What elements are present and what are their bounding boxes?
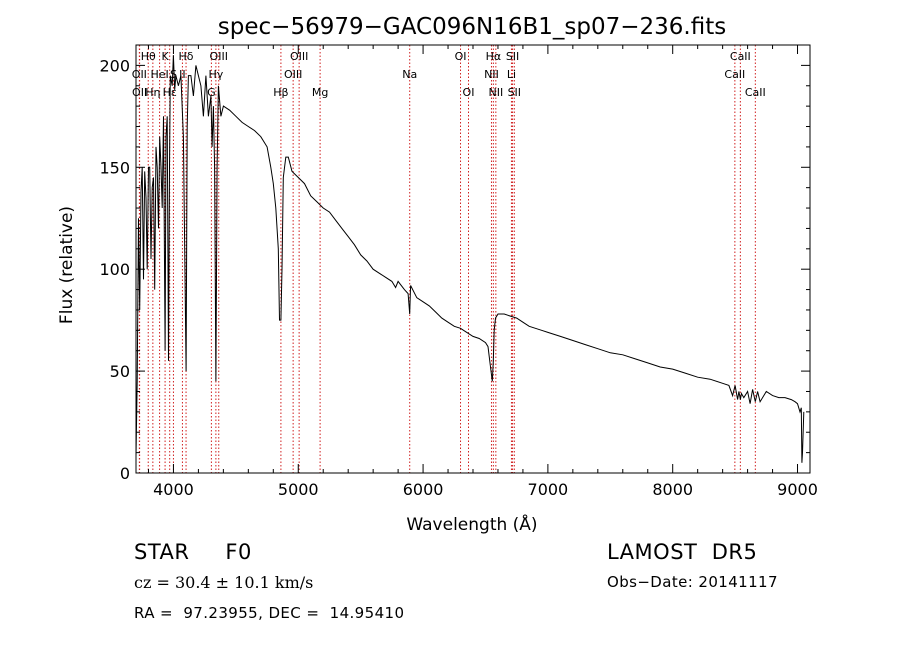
y-tick-label: 200 bbox=[99, 56, 130, 75]
x-tick-label: 9000 bbox=[777, 480, 818, 499]
y-axis-label: Flux (relative) bbox=[57, 206, 77, 324]
line-label-9: II bbox=[179, 68, 186, 81]
line-label-23: SII bbox=[506, 50, 519, 63]
y-tick-label: 50 bbox=[110, 362, 130, 381]
line-label-25: SII bbox=[508, 86, 521, 99]
line-label-0: Hθ bbox=[141, 50, 156, 63]
line-label-4: HeI bbox=[150, 68, 168, 81]
line-label-13: OIII bbox=[290, 50, 308, 63]
line-label-11: Hγ bbox=[208, 68, 223, 81]
x-tick-label: 8000 bbox=[652, 480, 693, 499]
object-class: STAR F0 bbox=[134, 540, 252, 564]
redshift-cz: cz = 30.4 ± 10.1 km/s bbox=[134, 573, 314, 592]
chart-title: spec−56979−GAC096N16B1_sp07−236.fits bbox=[218, 14, 726, 40]
line-label-16: Mg bbox=[312, 86, 328, 99]
survey-name: LAMOST DR5 bbox=[607, 540, 758, 564]
axes: 4000 5000 6000 7000 8000 9000 0 50 100 150 200 bbox=[99, 44, 818, 499]
line-label-15: Hβ bbox=[273, 86, 288, 99]
line-label-8: Hδ bbox=[179, 50, 194, 63]
coordinates: RA = 97.23955, DEC = 14.95410 bbox=[134, 604, 405, 622]
x-tick-label: 6000 bbox=[403, 480, 444, 499]
line-label-5: K bbox=[161, 50, 169, 63]
line-label-20: Hα bbox=[486, 50, 502, 63]
y-tick-label: 0 bbox=[120, 464, 130, 483]
x-tick-label: 7000 bbox=[528, 480, 569, 499]
y-tick-label: 100 bbox=[99, 260, 130, 279]
line-label-18: OI bbox=[455, 50, 467, 63]
line-label-17: Na bbox=[402, 68, 417, 81]
line-label-1: OII bbox=[132, 68, 147, 81]
line-label-24: Li bbox=[507, 68, 516, 81]
line-label-21: NII bbox=[484, 68, 499, 81]
line-label-19: OI bbox=[463, 86, 475, 99]
spectral-line-markers bbox=[138, 45, 756, 473]
x-tick-label: 4000 bbox=[153, 480, 194, 499]
line-label-7: S bbox=[170, 68, 177, 81]
line-label-14: OIII bbox=[284, 68, 302, 81]
spectrum-line bbox=[135, 55, 805, 463]
y-tick-label: 150 bbox=[99, 158, 130, 177]
plot-frame bbox=[135, 44, 811, 474]
x-tick-label: 5000 bbox=[278, 480, 319, 499]
line-label-12: G bbox=[207, 86, 216, 99]
spectrum-series bbox=[135, 55, 805, 463]
observation-date: Obs−Date: 20141117 bbox=[607, 573, 778, 591]
line-label-28: CaII bbox=[745, 86, 766, 99]
line-label-10: OIII bbox=[210, 50, 228, 63]
line-label-27: CaII bbox=[724, 68, 745, 81]
line-label-22: NII bbox=[488, 86, 503, 99]
line-label-3: Hη bbox=[145, 86, 160, 99]
line-label-26: CaII bbox=[730, 50, 751, 63]
x-axis-label: Wavelength (Å) bbox=[406, 513, 537, 535]
